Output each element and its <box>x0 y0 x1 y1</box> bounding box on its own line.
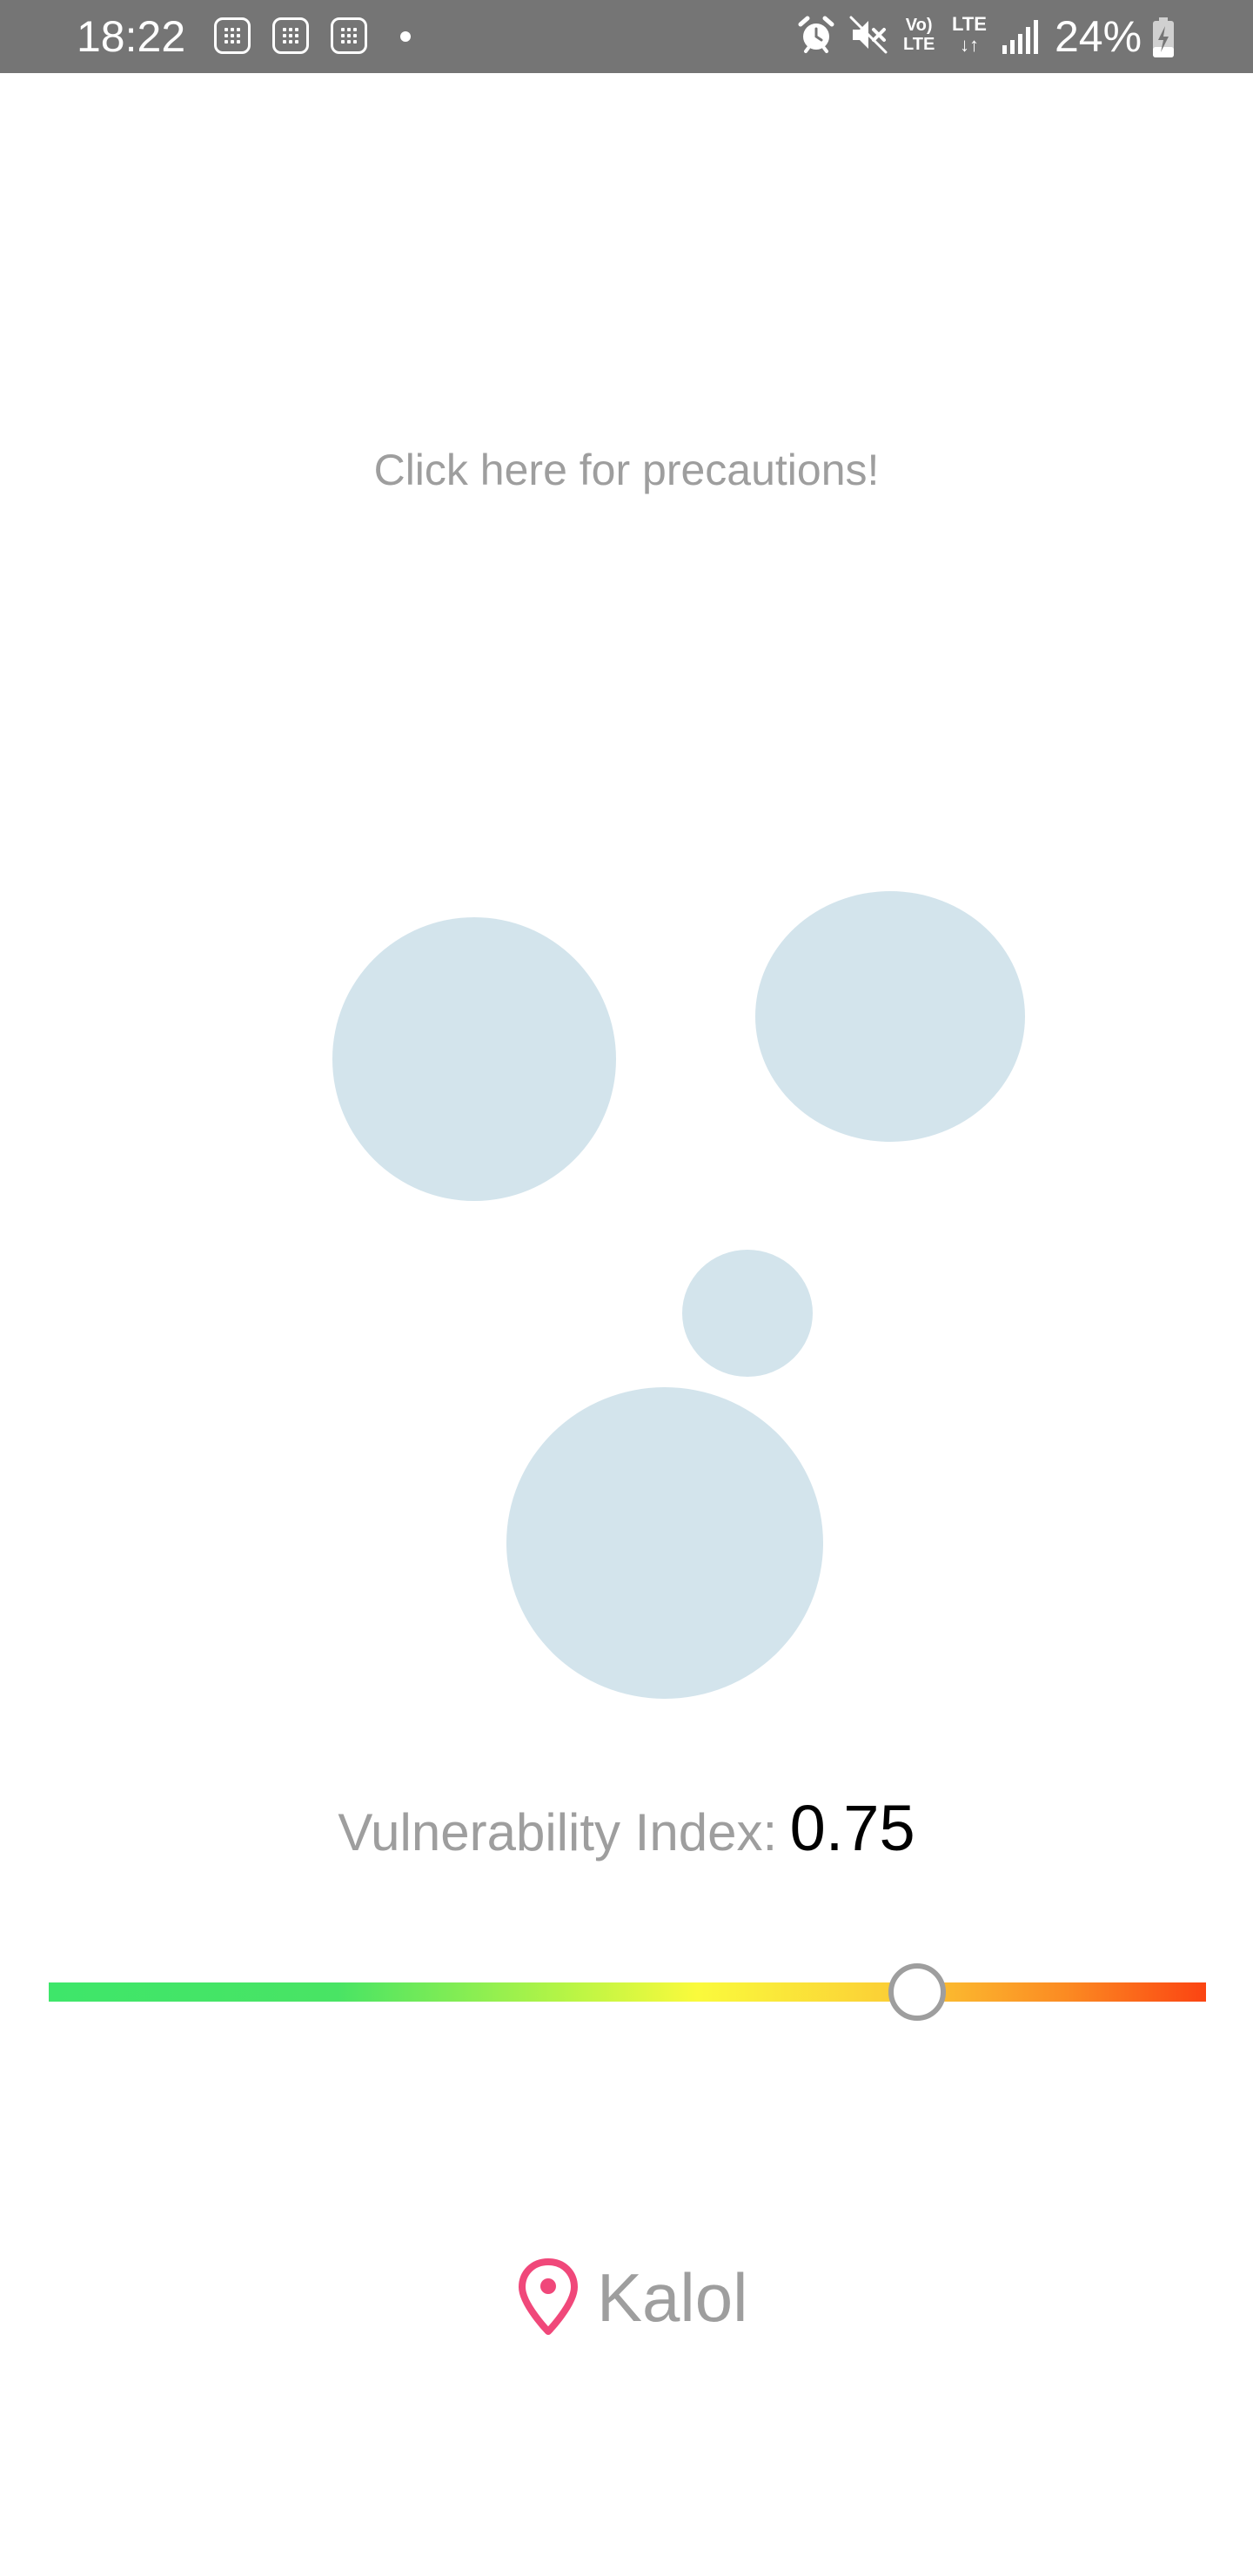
signal-strength-icon <box>1002 20 1038 54</box>
volte-top-label: Vo) <box>905 16 933 35</box>
lte-data-icon: LTE ↓↑ <box>952 14 987 56</box>
vulnerability-index-label: Vulnerability Index: <box>338 1803 778 1862</box>
lte-label: LTE <box>952 13 987 35</box>
decorative-bubble <box>755 891 1025 1142</box>
vulnerability-index-value: 0.75 <box>789 1792 915 1864</box>
decorative-bubble <box>682 1250 813 1377</box>
alarm-icon <box>798 16 834 53</box>
mute-icon <box>849 16 888 54</box>
battery-charging-icon <box>1153 17 1174 57</box>
data-arrows-icon: ↓↑ <box>959 34 979 56</box>
decorative-bubble <box>506 1387 823 1699</box>
battery-percentage: 24% <box>1055 12 1142 61</box>
status-bar: 18:22 Vo) LTE <box>0 0 1253 73</box>
precautions-link[interactable]: Click here for precautions! <box>373 446 880 494</box>
vulnerability-index-row: Vulnerability Index: 0.75 <box>0 1791 1253 1865</box>
calculator-notification-icon <box>331 17 367 54</box>
calculator-notification-icon <box>272 17 309 54</box>
location-name: Kalol <box>597 2259 748 2336</box>
volte-icon: Vo) LTE <box>903 16 935 54</box>
calculator-notification-icon <box>214 17 251 54</box>
vulnerability-slider-thumb[interactable] <box>888 1963 946 2021</box>
more-notifications-dot-icon <box>400 31 411 42</box>
map-pin-icon <box>519 2258 578 2335</box>
status-time: 18:22 <box>77 12 186 61</box>
decorative-bubble <box>332 917 616 1201</box>
vulnerability-slider-track[interactable] <box>49 1982 1206 2002</box>
volte-bottom-label: LTE <box>903 35 935 54</box>
location: Kalol <box>517 2254 747 2341</box>
